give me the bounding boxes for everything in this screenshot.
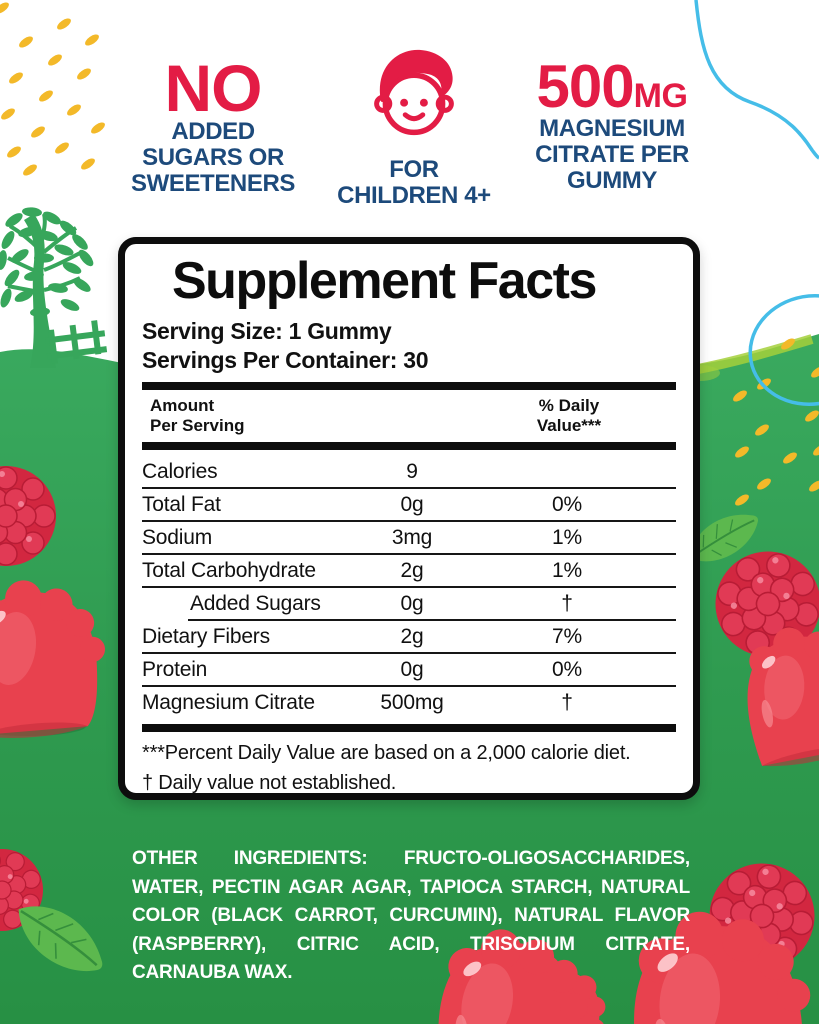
nutrient-row: Total Carbohydrate 2g 1% [142,555,676,586]
table-header: Amount Per Serving % Daily Value*** [142,396,676,436]
nutrient-row: Calories 9 [142,456,676,487]
nutrient-row: Protein 0g 0% [142,654,676,685]
nutrient-name: Total Carbohydrate [142,558,316,582]
nutrient-row: Sodium 3mg 1% [142,522,676,553]
nutrient-amt: 3mg [391,525,433,549]
row-divider [142,586,676,589]
row-divider [142,652,676,655]
for-children-badge: FOR CHILDREN 4+ [328,40,500,209]
nutrient-amt: 0g [400,492,424,516]
row-divider [188,619,676,622]
nutrient-name: Calories [142,459,218,483]
row-divider [142,685,676,688]
nutrient-dv: 1% [552,558,582,582]
nutrient-dv: 1% [552,525,582,549]
yellow-dots-pattern-top-left [0,0,107,178]
nutrient-dv: 7% [552,624,582,648]
servings-per-container: Servings Per Container: 30 [142,347,429,374]
nutrient-name: Added Sugars [190,591,321,615]
nutrition-table-body: Calories 9 Total Fat 0g 0% Sodium 3mg 1% Total C… [142,456,676,718]
divider-bar [142,442,676,451]
other-ingredients-text: FRUCTO-OLIGOSACCHARIDES, WATER, PECTIN A… [132,848,690,983]
divider-bar [142,724,676,733]
child-face-icon [374,49,454,136]
nutrient-name: Total Fat [142,492,221,516]
dosage-amount: 500 [536,53,635,120]
nutrient-row: Magnesium Citrate 500mg † [142,687,676,718]
row-divider [142,487,676,490]
nutrient-name: Protein [142,657,208,681]
no-added-sugars-badge: NO ADDED SUGARS OR SWEETENERS [118,51,308,197]
supplement-facts-panel: Supplement Facts Serving Size: 1 Gummy S… [118,237,700,800]
nutrient-dv: 0% [552,492,582,516]
blue-wave-line [694,0,819,160]
footnote-daily-value: ***Percent Daily Value are based on a 2,… [142,742,631,765]
nutrient-amt: 0g [400,657,424,681]
nutrient-row: Added Sugars 0g † [142,588,676,619]
nutrient-name: Magnesium Citrate [142,690,315,714]
nutrient-dv: 0% [552,657,582,681]
divider-bar [142,382,676,391]
nutrient-name: Dietary Fibers [142,624,270,648]
daily-value-column-header: % Daily Value*** [536,396,602,436]
dosage-badge: 500 MG MAGNESIUM CITRATE PER GUMMY [512,53,712,194]
other-ingredients-label: OTHER INGREDIENTS: [132,848,368,869]
nutrient-amt: 2g [400,624,424,648]
amount-column-header: Amount Per Serving [150,396,245,436]
nutrient-amt: 2g [400,558,424,582]
nutrient-name: Sodium [142,525,213,549]
nutrient-dv: † [561,690,573,714]
nutrient-row: Total Fat 0g 0% [142,489,676,520]
nutrient-amt: 0g [400,591,424,615]
nutrient-dv: † [561,591,573,615]
badge-text: MAGNESIUM CITRATE PER GUMMY [535,115,689,194]
nutrient-row: Dietary Fibers 2g 7% [142,621,676,652]
badge-text: FOR CHILDREN 4+ [337,156,491,209]
blue-loop-line [748,293,819,407]
badge-text: ADDED SUGARS OR SWEETENERS [130,117,296,197]
serving-size: Serving Size: 1 Gummy [142,317,392,344]
row-divider [142,520,676,523]
tree-illustration [0,206,96,368]
nutrient-amt: 500mg [380,690,444,714]
other-ingredients: OTHER INGREDIENTS: FRUCTO-OLIGOSACCHARID… [132,845,690,988]
dosage-unit: MG [633,77,688,115]
nutrient-amt: 9 [406,459,418,483]
fence-illustration [44,320,108,364]
badge-headline: NO [164,51,263,125]
row-divider [142,553,676,556]
footnote-dagger: † Daily value not established. [142,772,397,795]
panel-title: Supplement Facts [172,252,597,310]
